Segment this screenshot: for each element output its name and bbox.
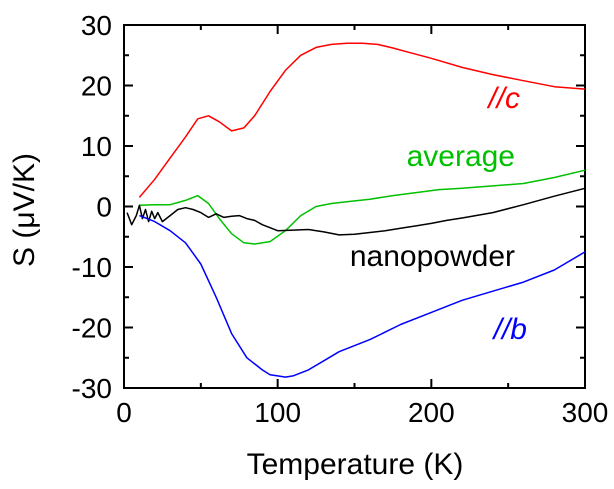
series-line-average — [139, 169, 586, 245]
y-tick-label: 20 — [81, 71, 112, 102]
x-tick-label: 300 — [562, 397, 609, 428]
y-tick-label: -20 — [72, 313, 112, 344]
series-label: average — [407, 140, 515, 173]
y-tick-label: 10 — [81, 131, 112, 162]
y-tick-label: -10 — [72, 252, 112, 283]
y-tick-label: 30 — [81, 10, 112, 41]
series-line-c — [138, 42, 586, 198]
y-tick-label: -30 — [72, 373, 112, 404]
series-line-b — [139, 214, 586, 378]
x-axis-title: Temperature (K) — [247, 448, 464, 481]
series-label: //b — [492, 313, 527, 346]
x-tick-label: 100 — [254, 397, 301, 428]
x-tick-label: 0 — [116, 397, 132, 428]
series-group — [126, 42, 586, 378]
series-label: nanopowder — [350, 240, 515, 273]
x-tick-label: 200 — [408, 397, 455, 428]
series-line-nanopowder — [126, 187, 586, 236]
y-tick-label: 0 — [96, 192, 112, 223]
y-axis-title: S (μV/K) — [8, 153, 41, 267]
series-label: //c — [486, 82, 520, 115]
axis-ticks: 0 100 200 300 -30 -20 -10 0 10 20 30 — [72, 10, 609, 428]
series-labels: //c average nanopowder //b — [350, 82, 527, 346]
